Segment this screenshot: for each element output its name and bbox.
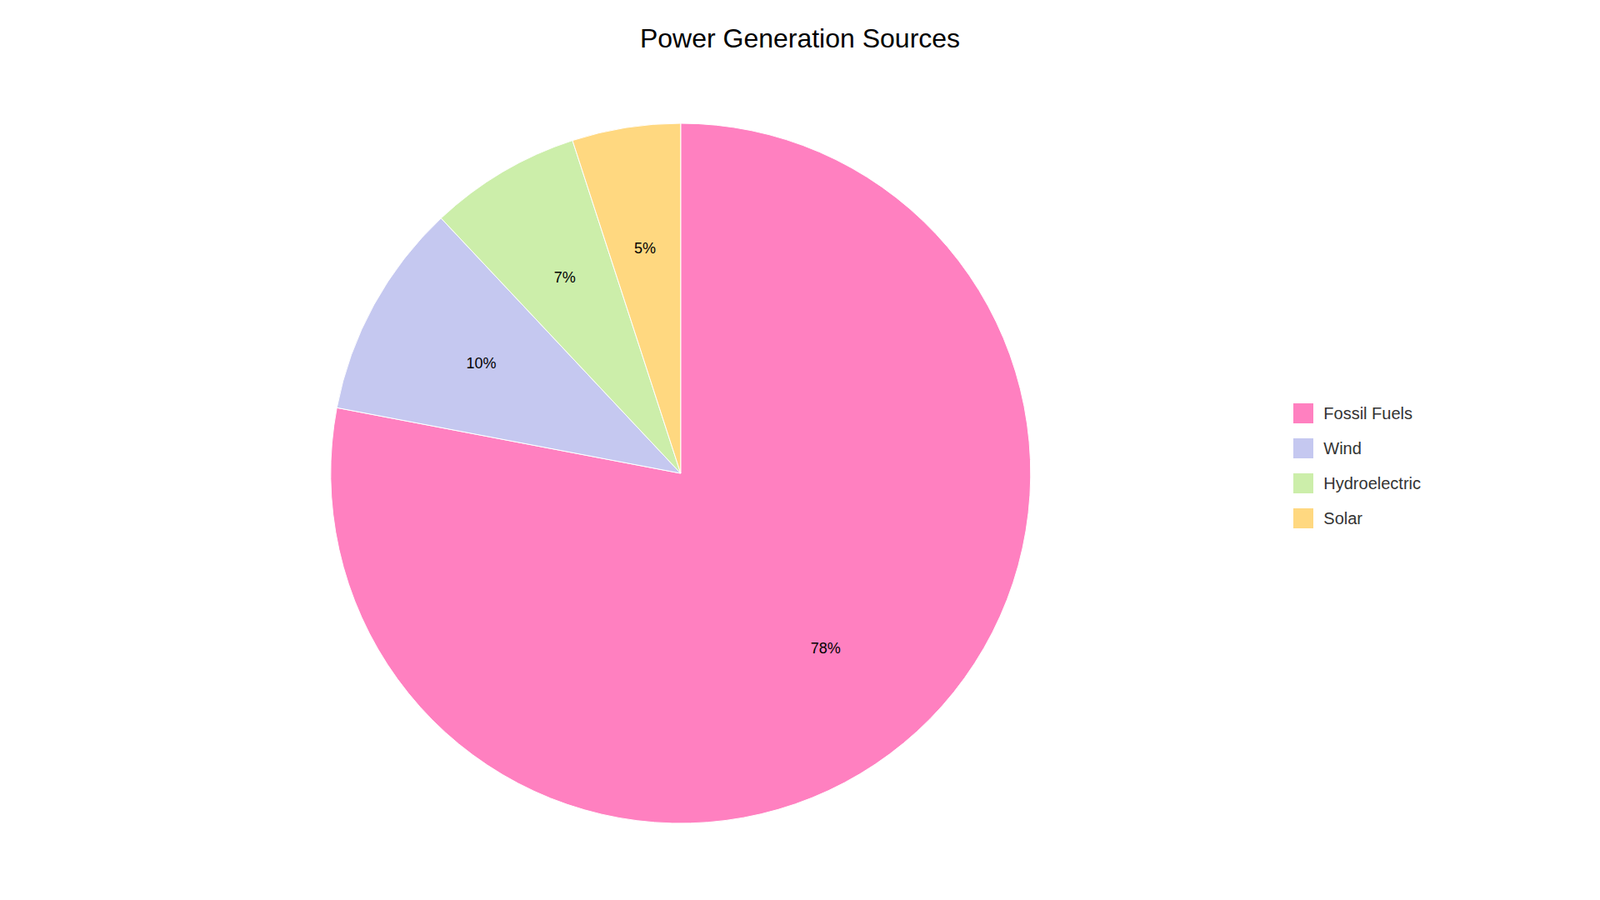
html-text:Power Generation Sources: Power Generation Sources [639, 23, 961, 54]
html-text:Solar: Solar [1323, 508, 1363, 528]
html-text:Hydroelectric: Hydroelectric [1323, 473, 1421, 493]
svg-text:7%: 7% [554, 269, 576, 286]
svg-text:78%: 78% [810, 640, 841, 657]
html-text:Fossil Fuels: Fossil Fuels [1323, 403, 1413, 423]
html-text:Wind: Wind [1323, 438, 1362, 458]
svg-text:5%: 5% [634, 240, 656, 257]
svg-text:10%: 10% [466, 355, 497, 372]
